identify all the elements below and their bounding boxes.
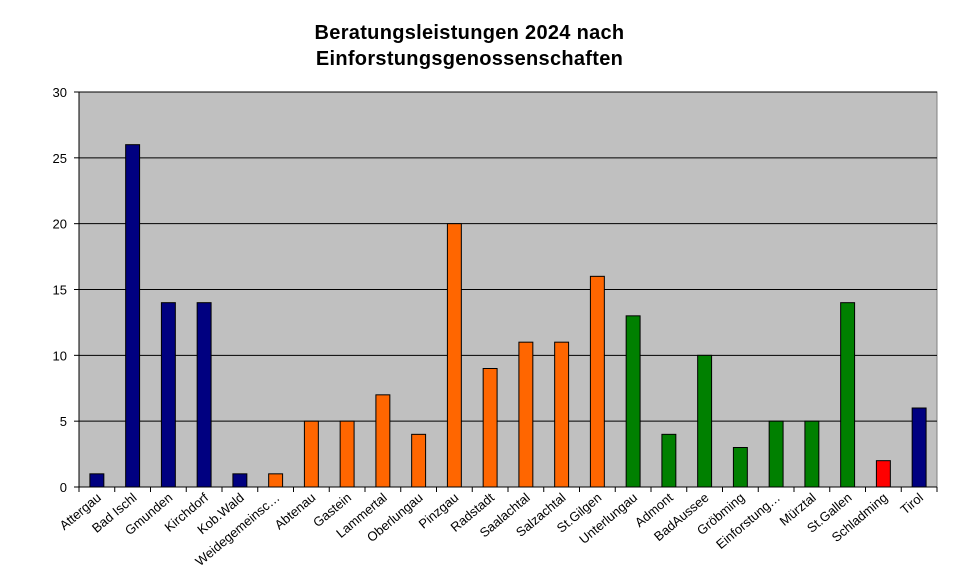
bar bbox=[911, 407, 927, 488]
bar bbox=[554, 341, 570, 488]
bar bbox=[196, 302, 212, 488]
bar bbox=[482, 368, 498, 488]
bar bbox=[589, 275, 605, 488]
y-tick-label: 25 bbox=[53, 151, 67, 166]
bar bbox=[446, 223, 462, 488]
x-tick-label: Abtenau bbox=[272, 490, 319, 533]
bar bbox=[625, 315, 641, 488]
bar bbox=[160, 302, 176, 488]
chart-title-line-2: Einforstungsgenossenschaften bbox=[315, 48, 624, 70]
y-tick-label: 15 bbox=[53, 283, 67, 298]
bar bbox=[303, 420, 319, 488]
bar bbox=[768, 420, 784, 488]
y-tick-label: 5 bbox=[60, 414, 67, 429]
bar bbox=[840, 302, 856, 488]
bar bbox=[89, 473, 105, 488]
bar bbox=[661, 433, 677, 488]
bar bbox=[875, 460, 891, 488]
bar bbox=[518, 341, 534, 488]
bar bbox=[697, 354, 713, 488]
bar bbox=[339, 420, 355, 488]
bar bbox=[804, 420, 820, 488]
bar bbox=[268, 473, 284, 488]
y-tick-label: 0 bbox=[60, 480, 67, 495]
y-tick-label: 20 bbox=[53, 217, 67, 232]
bar bbox=[411, 433, 427, 488]
x-tick-label: Tirol bbox=[897, 490, 926, 517]
bar bbox=[732, 447, 748, 488]
y-tick-label: 30 bbox=[53, 85, 67, 100]
chart-title: Beratungsleistungen 2024 nach Einforstun… bbox=[0, 20, 939, 72]
bar bbox=[375, 394, 391, 488]
bar bbox=[232, 473, 248, 488]
y-tick-label: 10 bbox=[53, 348, 67, 363]
bar bbox=[125, 144, 141, 488]
chart-title-line-1: Beratungsleistungen 2024 nach bbox=[314, 22, 625, 44]
